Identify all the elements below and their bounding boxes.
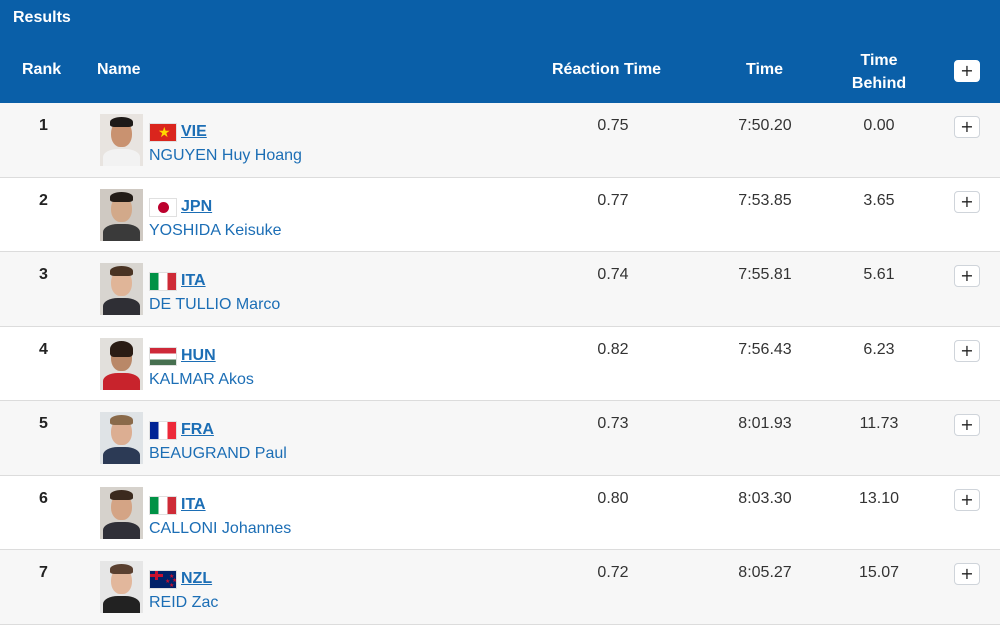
italy-flag-icon [149, 272, 177, 291]
table-row: 1 ★ VIE NGUYEN Huy Hoang 0.75 7:50.20 0.… [0, 103, 1000, 178]
reaction-time-value: 0.75 [597, 117, 629, 134]
rank-value: 2 [39, 191, 48, 209]
column-header-time[interactable]: Time [746, 61, 784, 78]
hungary-flag-icon [149, 346, 177, 366]
reaction-time-value: 0.80 [597, 489, 629, 507]
time-value: 8:01.93 [738, 415, 792, 432]
nationality-link[interactable]: ITA [181, 495, 206, 513]
column-header-time-behind[interactable]: Time Behind [848, 49, 910, 95]
athlete-name-link[interactable]: YOSHIDA Keisuke [149, 221, 282, 239]
table-row: 5 FRA BEAUGRAND Paul 0.73 8:01.93 11.73 … [0, 401, 1000, 476]
time-behind-value: 11.73 [859, 415, 899, 432]
new-zealand-flag-icon: ★ ★ ★ ★ [149, 570, 177, 589]
expand-row-button[interactable]: + [954, 190, 980, 213]
athlete-photo [100, 486, 143, 539]
expand-row-button[interactable]: + [954, 116, 980, 138]
time-value: 8:03.30 [738, 489, 792, 507]
results-title: Results [13, 9, 71, 26]
expand-row-button[interactable]: + [954, 414, 980, 436]
nationality-link[interactable]: NZL [181, 570, 213, 587]
athlete-name-link[interactable]: NGUYEN Huy Hoang [149, 147, 302, 164]
expand-row-button[interactable]: + [954, 265, 980, 287]
time-behind-value: 6.23 [863, 340, 895, 358]
reaction-time-value: 0.73 [597, 415, 629, 432]
reaction-time-value: 0.82 [597, 340, 629, 358]
time-behind-value: 3.65 [863, 191, 895, 209]
column-header-name[interactable]: Name [97, 61, 141, 78]
athlete-name-link[interactable]: KALMAR Akos [149, 370, 254, 388]
athlete-name-link[interactable]: DE TULLIO Marco [149, 296, 281, 313]
time-value: 7:53.85 [738, 191, 792, 209]
table-row: 3 ITA DE TULLIO Marco 0.74 7:55.81 5.61 … [0, 252, 1000, 327]
rank-value: 1 [39, 117, 48, 134]
nationality-link[interactable]: HUN [181, 346, 216, 364]
reaction-time-value: 0.72 [597, 564, 629, 581]
expand-all-button[interactable]: + [954, 60, 980, 82]
expand-row-button[interactable]: + [954, 488, 980, 511]
expand-row-button[interactable]: + [954, 563, 980, 585]
italy-flag-icon [149, 495, 177, 515]
nationality-link[interactable]: FRA [181, 421, 214, 438]
athlete-photo [100, 114, 143, 166]
nationality-link[interactable]: VIE [181, 123, 207, 140]
reaction-time-value: 0.74 [597, 266, 629, 283]
time-behind-value: 5.61 [863, 266, 895, 283]
table-row: 2 JPN YOSHIDA Keisuke 0.77 7:53.85 3.65 … [0, 177, 1000, 252]
time-value: 7:56.43 [738, 340, 792, 358]
rank-value: 3 [39, 266, 48, 283]
rank-value: 6 [39, 489, 48, 507]
athlete-photo [100, 337, 143, 390]
column-header-time-behind-line1: Time [860, 52, 898, 69]
rank-value: 7 [39, 564, 48, 581]
table-row: 7 ★ ★ ★ ★ NZL REID Zac 0.72 8:05.27 15.0… [0, 550, 1000, 625]
expand-row-button[interactable]: + [954, 339, 980, 362]
time-value: 7:55.81 [738, 266, 792, 283]
athlete-photo [100, 412, 143, 464]
athlete-photo [100, 561, 143, 613]
time-behind-value: 0.00 [863, 117, 895, 134]
results-table: 1 ★ VIE NGUYEN Huy Hoang 0.75 7:50.20 0.… [0, 103, 1000, 625]
athlete-name-link[interactable]: CALLONI Johannes [149, 519, 292, 537]
athlete-name-link[interactable]: BEAUGRAND Paul [149, 445, 287, 462]
japan-flag-icon [149, 197, 177, 217]
rank-value: 5 [39, 415, 48, 432]
reaction-time-value: 0.77 [597, 191, 629, 209]
column-header-time-behind-line2: Behind [851, 75, 907, 92]
column-header-reaction-time[interactable]: Réaction Time [552, 61, 662, 78]
time-behind-value: 15.07 [858, 564, 900, 581]
time-value: 8:05.27 [738, 564, 792, 581]
table-row: 4 HUN KALMAR Akos 0.82 7:56.43 6.23 + [0, 326, 1000, 401]
results-header: Results Rank Name Réaction Time Time Tim… [0, 0, 1000, 103]
athlete-photo [100, 263, 143, 315]
nationality-link[interactable]: ITA [181, 272, 206, 289]
rank-value: 4 [39, 340, 48, 358]
athlete-photo [100, 188, 143, 241]
column-header-rank[interactable]: Rank [22, 61, 62, 78]
nationality-link[interactable]: JPN [181, 197, 213, 215]
france-flag-icon [149, 421, 177, 440]
vietnam-flag-icon: ★ [149, 123, 177, 142]
table-row: 6 ITA CALLONI Johannes 0.80 8:03.30 13.1… [0, 475, 1000, 550]
athlete-name-link[interactable]: REID Zac [149, 594, 219, 611]
time-behind-value: 13.10 [858, 489, 900, 507]
time-value: 7:50.20 [738, 117, 792, 134]
